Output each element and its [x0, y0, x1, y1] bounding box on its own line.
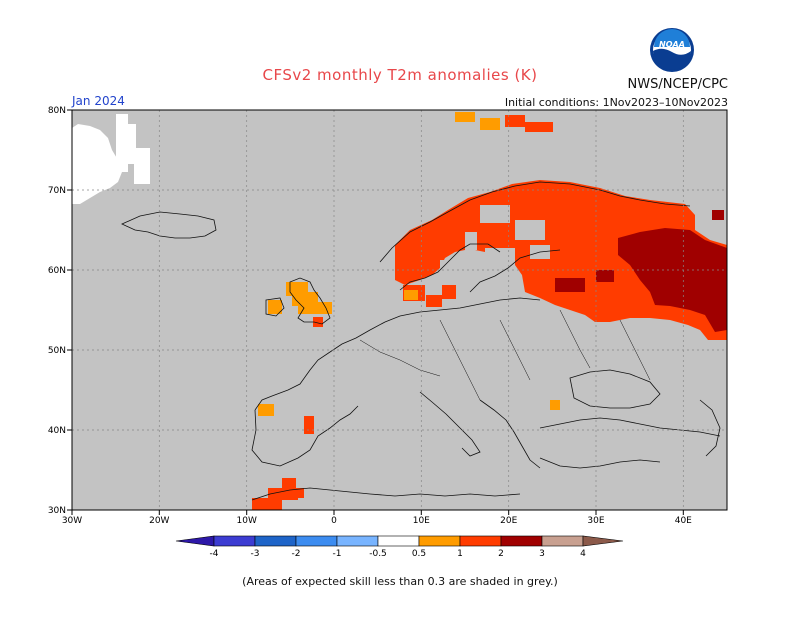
x-tick-label: 20E — [500, 516, 517, 526]
y-tick-label: 60N — [48, 266, 66, 276]
y-tick-label: 50N — [48, 346, 66, 356]
logo-text: NOAA — [659, 40, 685, 49]
x-axis: 30W 20W 10W 0 10E 20E 30E 40E — [62, 510, 692, 526]
y-tick-label: 40N — [48, 426, 66, 436]
legend-label: 1 — [457, 549, 463, 559]
forecast-period: Jan 2024 — [72, 94, 125, 108]
legend-label: 4 — [580, 549, 586, 559]
legend-label: 3 — [539, 549, 545, 559]
map-title: CFSv2 monthly T2m anomalies (K) — [262, 66, 538, 84]
legend-label: 0.5 — [412, 549, 426, 559]
y-tick-label: 30N — [48, 506, 66, 516]
noaa-logo: NOAA — [650, 28, 694, 72]
x-tick-label: 30E — [587, 516, 604, 526]
legend-label: -4 — [210, 549, 219, 559]
y-tick-label: 80N — [48, 106, 66, 116]
legend-label: -1 — [333, 549, 342, 559]
greenland-land — [72, 114, 150, 204]
legend-label: -3 — [251, 549, 260, 559]
x-tick-label: 20W — [149, 516, 169, 526]
legend-label: -2 — [292, 549, 301, 559]
x-tick-label: 30W — [62, 516, 82, 526]
map-frame — [71, 109, 728, 511]
anomaly-shading — [252, 112, 727, 510]
lat-lon-grid — [72, 110, 727, 510]
skill-footnote: (Areas of expected skill less than 0.3 a… — [242, 575, 558, 588]
y-axis: 30N 40N 50N 60N 70N 80N — [48, 106, 72, 516]
x-tick-label: 40E — [675, 516, 692, 526]
legend-label: -0.5 — [369, 549, 387, 559]
color-bar: -4 -3 -2 -1 -0.5 0.5 1 2 3 4 — [175, 535, 624, 559]
coastlines — [121, 181, 721, 501]
y-tick-label: 70N — [48, 186, 66, 196]
x-tick-label: 0 — [331, 516, 337, 526]
x-tick-label: 10E — [413, 516, 430, 526]
x-tick-label: 10W — [237, 516, 257, 526]
agency-credit: NWS/NCEP/CPC — [627, 77, 728, 92]
legend-label: 2 — [498, 549, 504, 559]
initial-conditions: Initial conditions: 1Nov2023–10Nov2023 — [504, 96, 728, 109]
